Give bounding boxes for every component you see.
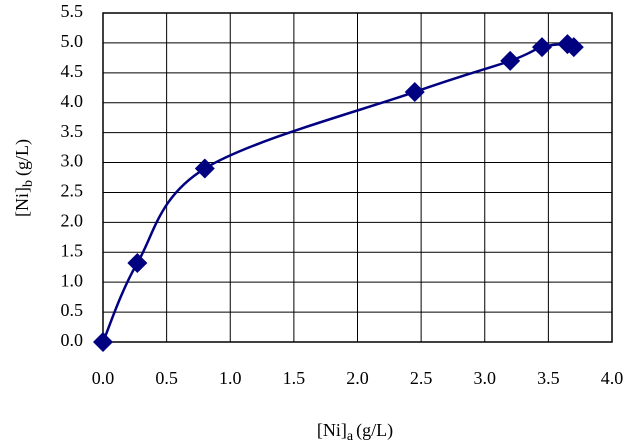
- y-tick-label: 5.0: [61, 31, 84, 51]
- marker: [563, 37, 584, 58]
- x-tick-label: 2.5: [410, 368, 433, 388]
- series-line: [101, 42, 575, 343]
- y-tick-label: 5.5: [61, 1, 84, 21]
- y-tick-label: 4.0: [61, 91, 84, 111]
- y-tick-label: 3.5: [61, 121, 84, 141]
- y-tick-label: 2.5: [61, 181, 84, 201]
- x-tick-label: 0.5: [155, 368, 178, 388]
- y-tick-label: 0.0: [61, 330, 84, 350]
- y-label-sub: b: [21, 180, 36, 187]
- x-label-main: [Ni]: [317, 420, 347, 440]
- x-tick-label: 3.5: [537, 368, 560, 388]
- x-tick-label: 4.0: [601, 368, 624, 388]
- y-label-main: [Ni]: [12, 187, 32, 217]
- marker: [127, 253, 148, 274]
- x-label-unit: (g/L): [356, 420, 393, 441]
- marker: [532, 37, 553, 58]
- x-tick-label: 1.5: [283, 368, 306, 388]
- x-tick-label: 2.0: [346, 368, 369, 388]
- x-tick-label: 0.0: [92, 368, 115, 388]
- y-label-unit: (g/L): [12, 139, 33, 176]
- y-tick-label: 3.0: [61, 151, 84, 171]
- x-axis-label: [Ni]a (g/L): [317, 420, 393, 444]
- y-tick-label: 4.5: [61, 61, 84, 81]
- x-label-sub: a: [347, 429, 354, 444]
- marker: [194, 158, 215, 179]
- marker: [93, 332, 113, 352]
- plot-frame: [102, 12, 613, 343]
- y-tick-label: 1.5: [61, 240, 84, 260]
- y-axis-label: [Ni]b (g/L): [12, 139, 36, 217]
- marker: [404, 81, 425, 102]
- y-tick-label: 1.0: [61, 270, 84, 290]
- x-tick-label: 1.0: [219, 368, 242, 388]
- x-tick-label: 3.0: [474, 368, 497, 388]
- y-tick-label: 0.5: [61, 300, 84, 320]
- y-tick-label: 2.0: [61, 210, 84, 230]
- marker: [500, 50, 521, 71]
